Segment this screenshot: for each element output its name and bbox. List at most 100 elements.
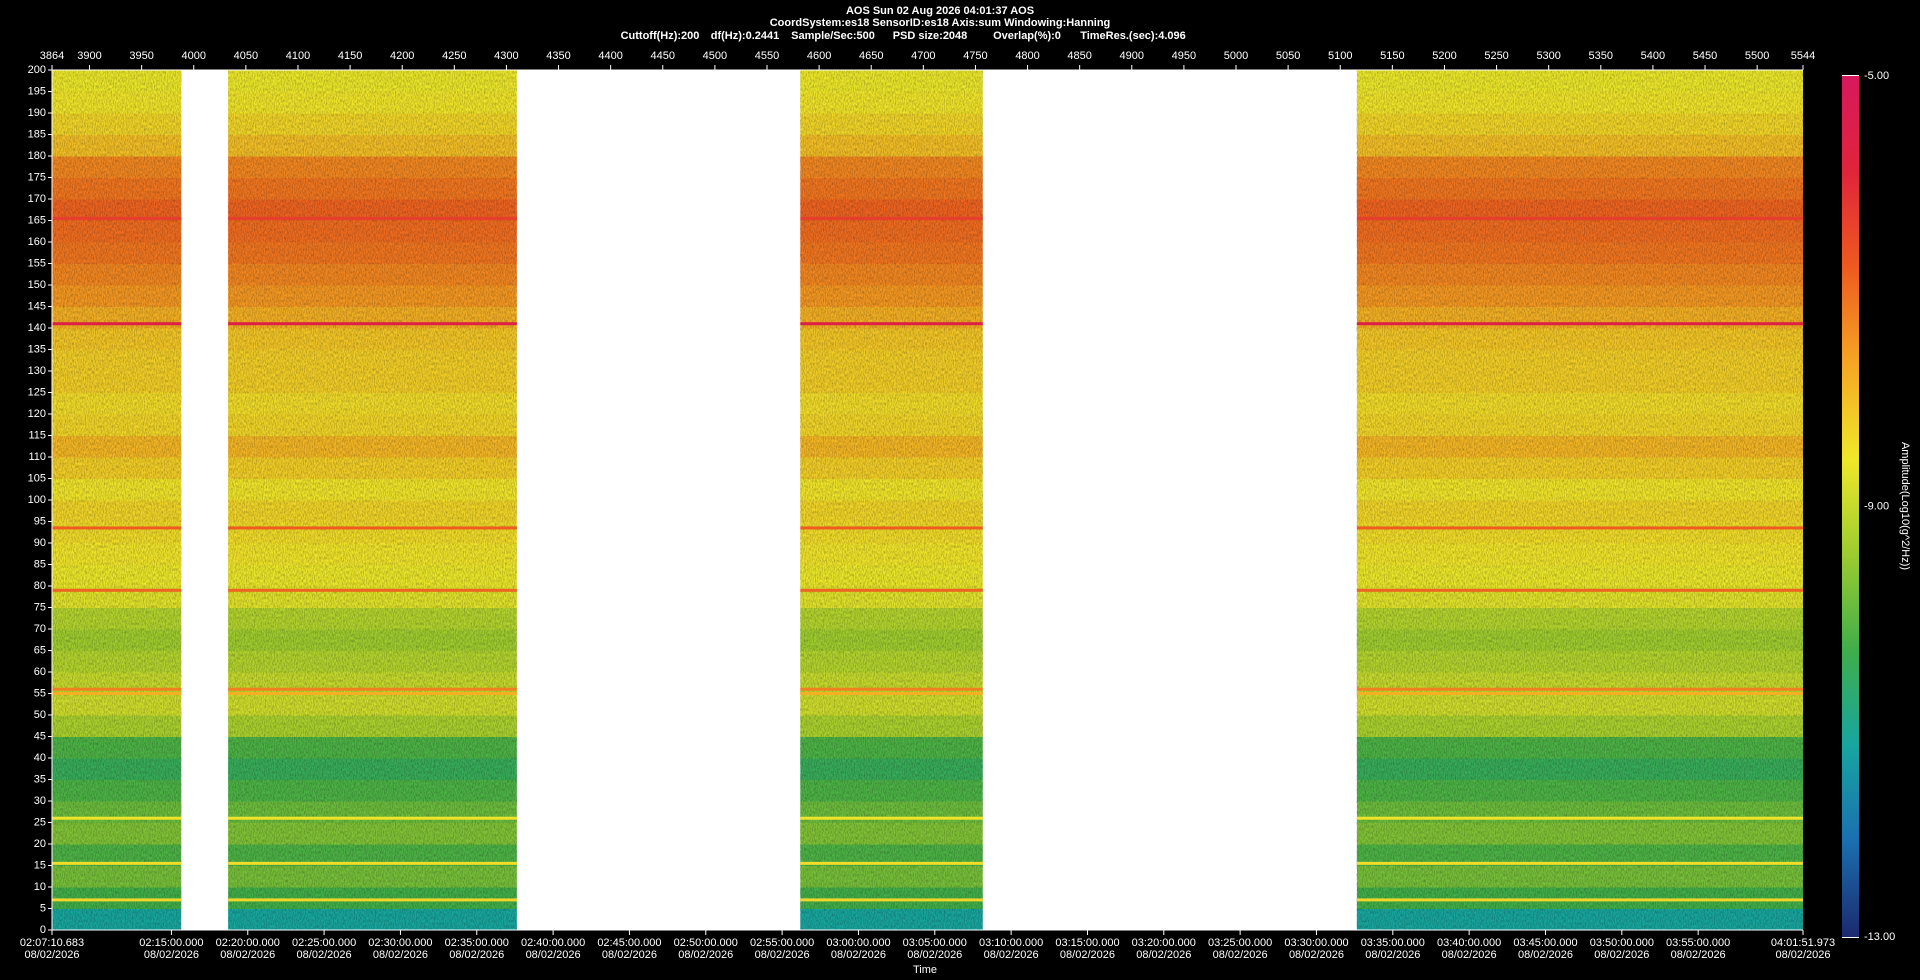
x-tick-label: 4150	[338, 50, 362, 62]
spectral-line	[800, 861, 983, 865]
time-tick-label: 02:45:00.000	[597, 937, 661, 949]
y-tick-label: 115	[28, 429, 46, 441]
parameters: Cuttoff(Hz):200 df(Hz):0.2441 Sample/Sec:5…	[621, 30, 1186, 42]
x-tick-label: 5000	[1224, 50, 1248, 62]
y-tick-label: 110	[28, 451, 46, 463]
y-tick-label: 20	[34, 838, 46, 850]
y-tick-label: 140	[28, 322, 46, 334]
time-tick-date: 08/02/2026	[984, 949, 1039, 961]
y-tick-label: 45	[34, 730, 46, 742]
y-tick-label: 80	[34, 580, 46, 592]
time-tick-label: 03:55:00.000	[1666, 937, 1730, 949]
time-tick-date: 08/02/2026	[526, 949, 581, 961]
x-tick-label: 4600	[807, 50, 831, 62]
y-tick-label: 5	[40, 902, 46, 914]
spectral-line	[800, 322, 983, 326]
spectral-line	[52, 898, 182, 902]
time-tick-date: 08/02/2026	[297, 949, 352, 961]
y-tick-label: 150	[28, 279, 46, 291]
time-tick-label: 03:35:00.000	[1361, 937, 1425, 949]
spectral-line	[52, 692, 182, 695]
spectral-line	[1356, 692, 1803, 695]
time-tick-date: 08/02/2026	[1594, 949, 1649, 961]
time-tick-date: 08/02/2026	[373, 949, 428, 961]
x-tick-label: 4350	[546, 50, 570, 62]
x-tick-label: 5300	[1536, 50, 1560, 62]
y-tick-label: 130	[28, 365, 46, 377]
spectral-line	[1356, 816, 1803, 820]
y-tick-label: 95	[34, 515, 46, 527]
y-tick-label: 105	[28, 472, 46, 484]
spectral-line	[800, 687, 983, 691]
time-tick-date: 08/02/2026	[831, 949, 886, 961]
time-tick-label: 03:30:00.000	[1284, 937, 1348, 949]
time-tick-label: 03:20:00.000	[1132, 937, 1196, 949]
colorbar-tick-label: -13.00	[1864, 931, 1895, 943]
y-tick-label: 60	[34, 666, 46, 678]
x-tick-label: 5100	[1328, 50, 1352, 62]
time-tick-label: 03:25:00.000	[1208, 937, 1272, 949]
y-tick-label: 0	[40, 924, 46, 936]
time-tick-date: 08/02/2026	[220, 949, 275, 961]
parameter: Overlap(%):0	[993, 30, 1061, 42]
x-tick-label: 4550	[755, 50, 779, 62]
y-tick-label: 100	[28, 494, 46, 506]
y-tick-label: 120	[28, 408, 46, 420]
time-tick-date: 08/02/2026	[1136, 949, 1191, 961]
spectral-line	[1356, 588, 1803, 592]
y-tick-label: 25	[34, 816, 46, 828]
time-tick-date: 08/02/2026	[1060, 949, 1115, 961]
x-tick-label: 4950	[1172, 50, 1196, 62]
time-tick-label: 02:55:00.000	[750, 937, 814, 949]
time-tick-date: 08/02/2026	[1442, 949, 1497, 961]
x-tick-label: 5500	[1745, 50, 1769, 62]
x-tick-label: 5544	[1791, 50, 1815, 62]
spectral-line	[800, 692, 983, 695]
colorbar-tick-label: -5.00	[1864, 70, 1889, 82]
y-tick-label: 145	[28, 300, 46, 312]
time-tick-date: 08/02/2026	[1671, 949, 1726, 961]
y-tick-label: 195	[28, 85, 46, 97]
y-tick-label: 55	[34, 687, 46, 699]
subtitle: CoordSystem:es18 SensorID:es18 Axis:sum …	[770, 17, 1111, 29]
time-tick-label: 02:25:00.000	[292, 937, 356, 949]
y-tick-label: 10	[34, 881, 46, 893]
x-tick-label: 3900	[77, 50, 101, 62]
x-tick-label: 4900	[1120, 50, 1144, 62]
x-tick-label: 4400	[598, 50, 622, 62]
parameter: Cuttoff(Hz):200	[621, 30, 700, 42]
spectral-line	[52, 861, 182, 865]
y-tick-label: 125	[28, 386, 46, 398]
colorbar	[1842, 76, 1859, 937]
y-tick-label: 165	[28, 214, 46, 226]
noise-texture	[1356, 70, 1803, 930]
time-tick-date: 08/02/2026	[144, 949, 199, 961]
x-tick-label: 5450	[1693, 50, 1717, 62]
x-tick-label: 4700	[911, 50, 935, 62]
x-tick-label: 3864	[40, 50, 64, 62]
spectral-line	[228, 692, 517, 695]
spectral-line	[1356, 322, 1803, 326]
spectral-line	[228, 216, 517, 220]
noise-texture	[52, 70, 182, 930]
spectral-line	[800, 588, 983, 592]
spectral-line	[1356, 898, 1803, 902]
time-tick-label: 04:01:51.973	[1771, 937, 1835, 949]
y-tick-label: 185	[28, 128, 46, 140]
colorbar-tick-label: -9.00	[1864, 500, 1889, 512]
y-tick-label: 70	[34, 623, 46, 635]
x-tick-label: 5050	[1276, 50, 1300, 62]
spectrogram	[52, 70, 1803, 931]
time-tick-date: 08/02/2026	[449, 949, 504, 961]
x-tick-label: 4750	[963, 50, 987, 62]
y-tick-label: 135	[28, 343, 46, 355]
spectral-line	[228, 816, 517, 820]
x-tick-label: 4300	[494, 50, 518, 62]
y-tick-label: 85	[34, 558, 46, 570]
time-tick-date: 08/02/2026	[678, 949, 733, 961]
x-tick-label: 3950	[129, 50, 153, 62]
spectral-line	[52, 687, 182, 691]
title: AOS Sun 02 Aug 2026 04:01:37 AOS	[846, 5, 1034, 17]
